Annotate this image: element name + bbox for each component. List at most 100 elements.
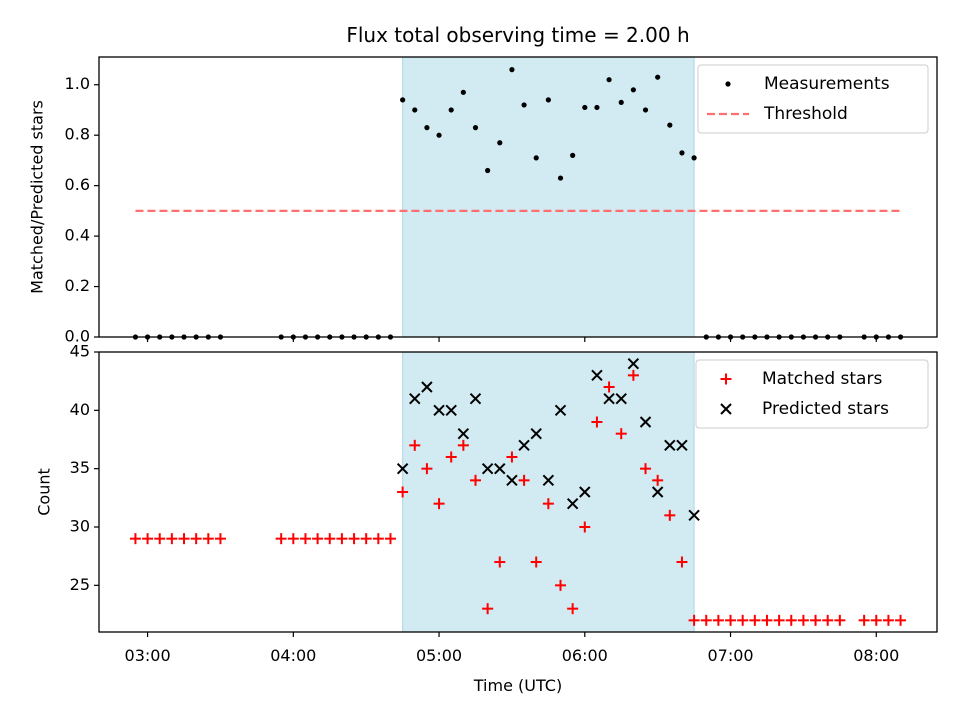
matched-star-point [154,533,166,545]
x-axis-label: Time (UTC) [473,676,562,695]
matched-star-point [785,614,797,626]
matched-star-point [603,381,615,393]
legend-label: Threshold [763,104,848,124]
matched-star-point [409,439,421,451]
x-tick-label: 06:00 [562,646,608,665]
matched-star-point [810,614,822,626]
y-tick-label: 1.0 [65,74,90,93]
x-tick-label: 05:00 [416,646,462,665]
count-plot-area [129,357,907,626]
predicted-star-point [603,392,615,405]
matched-star-point [542,498,554,510]
measurement-point [618,99,624,106]
matched-star-point [129,533,141,545]
measurement-point [485,167,491,174]
matched-star-point [822,614,834,626]
matched-star-point [555,579,567,591]
matched-star-point [482,603,494,615]
predicted-star-point [615,392,627,405]
legend-box [697,64,929,134]
matched-star-point [627,369,639,381]
ratio-panel: 0.0 0.2 0.4 0.6 0.8 1.0 Matched/Predicted sta… [28,56,938,346]
matched-star-point [725,614,737,626]
measurement-point [448,107,454,113]
shaded-interval [402,351,695,633]
matched-star-point [870,614,882,626]
count-legend: Matched stars Predicted stars [695,359,929,429]
y-tick-label: 0.0 [65,327,90,346]
x-tick-label: 04:00 [270,646,316,665]
matched-star-point [457,439,469,451]
legend-x-marker [720,403,732,415]
predicted-star-point [518,439,530,452]
y-tick-label: 45 [70,342,90,361]
matched-star-point [640,463,652,475]
x-tick-label: 03:00 [125,646,171,665]
matched-star-point [579,521,591,533]
measurement-point [691,155,697,161]
measurement-point [497,140,503,146]
matched-star-point [761,614,773,626]
predicted-star-point [494,462,506,475]
matched-star-point [834,614,846,626]
matched-star-point [421,463,433,475]
measurement-point [606,77,612,83]
matched-star-point [567,603,579,615]
ratio-y-axis-label: Matched/Predicted stars [28,100,47,294]
measurement-point [472,125,479,131]
matched-star-point [712,614,724,626]
matched-star-point [445,451,457,463]
matched-star-point [700,614,712,626]
measurement-point [570,152,576,158]
predicted-star-point [421,381,433,393]
predicted-star-point [627,357,640,370]
predicted-star-point [688,509,700,522]
x-tick-label: 07:00 [707,646,753,665]
predicted-star-point [566,497,579,510]
predicted-star-point [481,462,494,475]
legend-label: Predicted stars [762,399,889,419]
measurement-point [436,132,442,138]
matched-star-point [384,533,396,545]
matched-star-point [190,533,202,545]
predicted-star-point [542,474,555,487]
predicted-star-point [457,427,470,440]
observing-interval-shade [402,351,695,633]
y-tick-label: 0.6 [65,175,90,194]
predicted-star-point [591,369,603,382]
predicted-star-point [651,486,664,498]
legend-box [695,359,929,429]
matched-star-point [895,614,907,626]
matched-star-point [494,556,506,568]
predicted-star-point [445,404,457,417]
matched-star-point [797,614,809,626]
matched-star-point [336,533,348,545]
matched-star-point [506,451,518,463]
predicted-star-point [396,462,409,475]
matched-star-point [615,428,627,440]
matched-star-point [348,533,360,545]
measurement-point [642,107,649,113]
predicted-star-point [506,474,518,487]
matched-star-point [372,533,384,545]
measurement-point [460,89,466,95]
ratio-axes: 0.0 0.2 0.4 0.6 0.8 1.0 [65,74,877,346]
count-y-axis-label: Count [35,468,54,516]
count-panel: 25 30 35 40 45 03:00 04:00 05:00 06:00 07:00 08:00… [35,342,938,665]
observing-interval-shade [402,56,695,338]
legend-dot-marker [725,81,731,87]
matched-star-point [676,556,688,568]
matched-star-point [773,614,785,626]
measurement-point [545,97,551,103]
y-tick-label: 40 [70,400,90,419]
chart-title: Flux total observing time = 2.00 h [346,23,689,47]
predicted-star-point [676,439,688,452]
matched-star-point [591,416,603,428]
measurement-point [533,155,539,161]
matched-star-point [142,533,154,545]
matched-star-point [360,533,372,545]
predicted-star-point [639,416,652,428]
measurement-point [400,97,406,103]
count-panel-frame [98,351,938,633]
